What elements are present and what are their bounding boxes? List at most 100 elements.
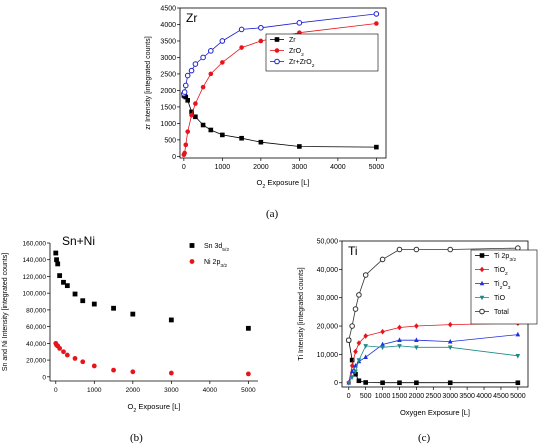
panel-a-series-line [183,95,377,148]
panel-c-y-tick-label: 0 [334,380,338,387]
panel-a-data-point [200,84,206,90]
panel-c-data-point [447,321,453,328]
panel-a-legend-marker [274,37,280,42]
panel-c-data-point [447,345,453,351]
panel-a-data-point [182,82,189,89]
panel-a-y-tick-label: 0 [172,154,176,161]
panel-c-data-point [353,369,358,375]
panel-b-legend-marker [189,243,195,248]
panel-a-legend-marker [274,48,280,53]
panel-c-data-point [349,375,355,380]
panel-c-data-point [397,337,402,343]
panel-c-y-tick-label: 20,000 [317,324,339,331]
panel-a-data-point [239,135,244,141]
panel-b-y-tick-label: 60,000 [26,324,46,331]
panel-c-data-point [345,337,352,344]
panel-c-data-point [380,380,385,386]
panel-c-data-point [397,344,402,349]
panel-c-data-point [447,338,453,344]
panel-a-data-point [239,45,244,50]
panel-a-x-tick-label: 5000 [369,164,385,171]
panel-c-series-line [348,247,518,341]
panel-c-legend-label: TiO2 [494,267,508,277]
panel-c-data-point [356,292,362,298]
panel-a-data-point [188,67,195,74]
panel-a-legend-label-sub: 2 [312,63,315,69]
panel-b-y-tick-label: 0 [42,374,46,381]
panel-a-data-point [220,60,225,65]
panel-b-y-tick-label: 120,000 [23,274,47,281]
panel-a-legend-label-main: ZrO [289,48,302,55]
panel-b-legend-label-sub: 3/2 [220,263,227,269]
panel-b-sn-ni-chart: 0 1000 2000 3000 4000 5000 0 20,000 40,000 60,000… [2,234,258,414]
panel-a-legend-label-main: Zr+ZrO [289,59,312,66]
panel-b-x-axis-label-rest: Exposure [L] [136,402,180,411]
panel-a-y-tick-label: 3000 [160,55,176,62]
panel-c-legend-label: Total [494,309,509,316]
panel-label-a: (a) [266,208,279,220]
panel-label-b: (b) [130,432,143,444]
panel-b-y-tick-label: 80,000 [26,307,46,314]
panel-a-chart-title: Zr [186,11,197,25]
panel-c-data-point [379,256,386,263]
panel-b-y-tick-label: 20,000 [26,358,46,365]
panel-a-data-point [185,129,191,134]
panel-a-x-tick-label: 3000 [292,164,308,171]
panel-a-zr-chart: 0 1000 2000 3000 4000 5000 0 500 1000 1500 2000 250… [145,6,387,190]
panel-c-data-point [397,380,402,386]
panel-c-data-point [414,380,419,386]
panel-a-data-point [183,142,189,148]
panel-b-series-0 [53,250,251,331]
panel-b-legend-label-main: Ni 2p [204,259,220,266]
panel-c-data-point [349,368,355,374]
panel-c-y-tick-label: 30,000 [317,295,339,302]
panel-a-data-point [189,109,194,115]
panel-c-data-point [363,333,368,339]
panel-a-x-tick-label: 1000 [215,164,231,171]
panel-c-series-0 [346,337,521,386]
panel-c-x-tick-label: 3000 [442,393,458,400]
panel-c-y-tick-label: 10,000 [317,352,339,359]
panel-c-data-point [356,340,362,346]
panel-c-data-point [447,246,454,253]
panel-b-data-point [57,345,63,351]
panel-c-x-tick-label: 0 [347,393,351,400]
panel-a-data-point [189,112,194,118]
panel-c-x-tick-label: 500 [360,393,372,400]
panel-c-legend-label-sub: 2 [505,271,508,277]
panel-a-data-point [208,127,214,133]
panel-a-x-tick-label: 0 [182,164,186,171]
panel-c-legend-label-sub: 2 [500,285,503,291]
panel-c-data-point [380,341,385,347]
panel-c-series-line [348,322,518,383]
panel-a-legend-label: Zr [289,37,296,44]
panel-c-x-tick-label: 2500 [426,393,442,400]
panel-b-x-tick-label: 0 [54,387,58,394]
panel-a-data-point [185,98,191,103]
panel-a-y-tick-label: 4500 [160,6,176,13]
panel-a-data-point [181,89,188,95]
panel-a-data-point [258,139,264,145]
panel-c-data-point [353,348,358,355]
panel-a-data-point [373,11,380,17]
panel-b-y-tick-label: 100,000 [23,291,47,298]
panel-a-x-tick-label: 2000 [253,164,269,171]
panel-b-x-tick-label: 3000 [164,387,179,394]
panel-c-series-2 [346,331,521,385]
panel-a-data-point [258,24,264,31]
panel-b-y-tick-label: 40,000 [26,341,46,348]
panel-b-data-point [245,371,251,377]
panel-b-data-point [168,370,174,376]
panel-b-data-point [64,352,70,358]
panel-c-legend-label: Ti 2p3/2 [494,253,516,263]
panel-b-x-tick-label: 5000 [241,387,256,394]
panel-c-legend-label: Ti2O3 [494,281,511,291]
panel-a-data-point [193,114,198,120]
panel-c-data-point [380,345,385,351]
panel-a-y-tick-label: 1000 [160,121,176,128]
panel-a-x-axis-label: O2 Exposure [L] [257,178,310,190]
panel-b-legend-label-sub: 5/2 [222,247,229,253]
panel-c-chart-title: Ti [348,244,358,258]
